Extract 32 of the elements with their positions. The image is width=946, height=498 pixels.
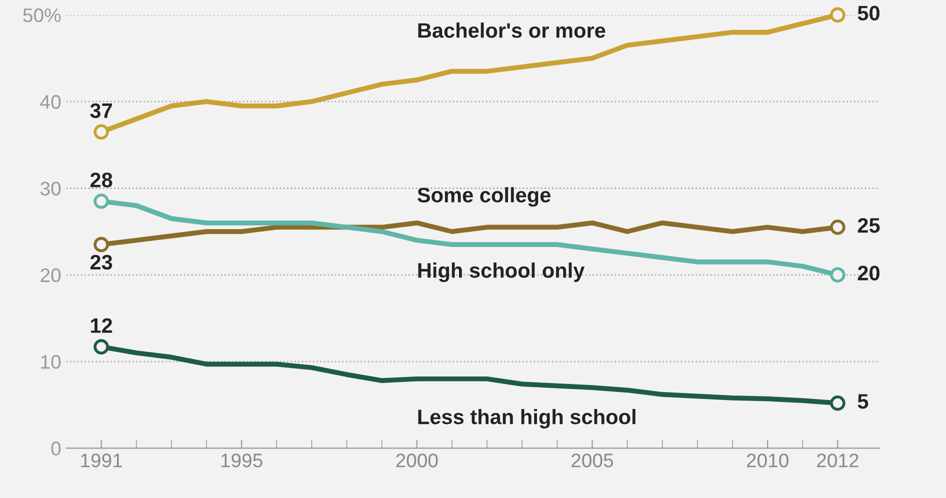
- point: [830, 396, 846, 411]
- data-label: 12: [91, 318, 112, 333]
- x-tick-label: 1991: [81, 454, 122, 468]
- point: [830, 220, 846, 235]
- x-tick-label: 2012: [817, 454, 858, 468]
- data-label: 23: [90, 254, 112, 270]
- point: [830, 267, 846, 283]
- series-label: Less than high school: [418, 408, 636, 428]
- data-label: 37: [90, 103, 112, 118]
- data-label: 20: [858, 266, 880, 280]
- point: [830, 7, 846, 23]
- y-tick-label: 20: [40, 268, 61, 282]
- y-tick-label: 50%: [23, 8, 61, 22]
- point: [94, 194, 109, 209]
- data-label: 25: [858, 218, 880, 233]
- x-tick-label: 2010: [746, 454, 788, 468]
- x-tick-label: 2005: [572, 454, 614, 468]
- point: [94, 339, 109, 354]
- data-label: 28: [90, 172, 112, 188]
- series-label: Some college: [417, 187, 550, 207]
- point: [94, 124, 109, 140]
- data-label: 5: [858, 394, 868, 409]
- y-tick-label: 0: [51, 442, 61, 456]
- series-label: High school only: [418, 262, 585, 282]
- point: [94, 236, 109, 252]
- y-tick-label: 30: [40, 182, 61, 196]
- series-label: Bachelor's or more: [418, 22, 606, 38]
- data-label: 50: [858, 6, 880, 21]
- x-tick-label: 2000: [396, 454, 438, 468]
- x-tick-label: 1995: [221, 454, 262, 468]
- y-tick-label: 40: [40, 95, 61, 109]
- y-tick-label: 10: [41, 355, 61, 369]
